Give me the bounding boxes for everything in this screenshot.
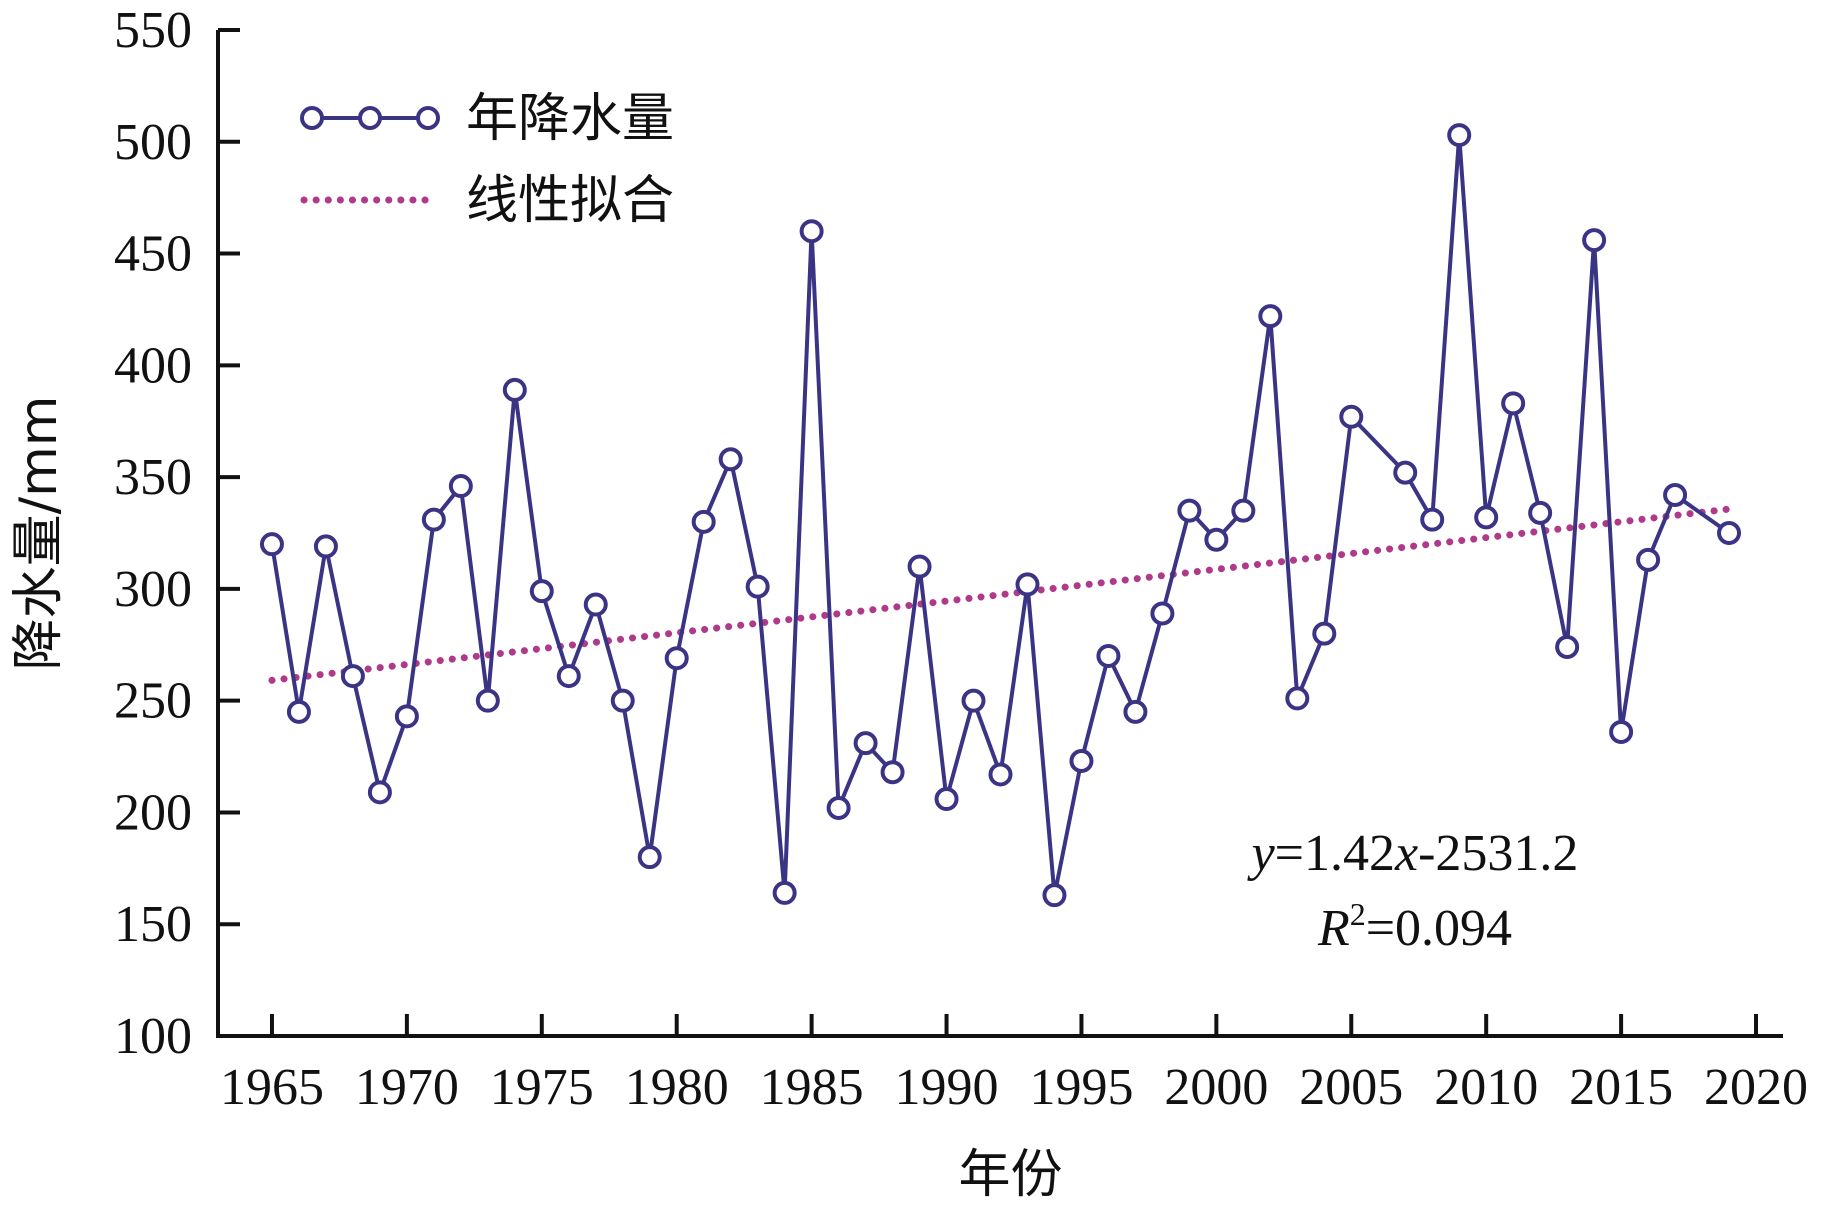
r-squared-var: R [1317,900,1350,957]
legend-series-marker [416,106,440,130]
x-tick-label: 1965 [220,1059,324,1116]
data-point [1582,228,1607,253]
data-point [421,507,446,532]
data-point [1015,572,1040,597]
y-tick-label: 100 [114,1008,192,1065]
r-squared-value: =0.094 [1366,900,1512,957]
data-point [1447,123,1472,148]
x-axis-title: 年份 [958,1145,1062,1205]
data-point [1042,883,1067,908]
data-point [1609,719,1634,744]
x-tick-label: 2000 [1164,1059,1268,1116]
data-point [664,646,689,671]
data-point [718,447,743,472]
data-point [286,699,311,724]
equation-text: y=1.42x-2531.2 [1247,825,1579,882]
legend-label-linear-fit: 线性拟合 [466,171,674,231]
x-tick-label: 1970 [355,1059,459,1116]
data-point [502,377,527,402]
data-point [988,762,1013,787]
data-point [448,474,473,499]
equation-intercept: -2531.2 [1418,825,1578,882]
data-point [259,532,284,557]
x-tick-label: 1995 [1029,1059,1133,1116]
data-point [1474,505,1499,530]
data-point [313,534,338,559]
y-tick-label: 150 [114,896,192,953]
data-point [826,795,851,820]
data-point [1393,460,1418,485]
axes: 100 150 200 250 300 350 400 450 500 550 1965 1970 19… [9,2,1808,1205]
data-point [1231,498,1256,523]
data-point [853,731,878,756]
data-point [1312,621,1337,646]
legend-label-precipitation: 年降水量 [466,89,674,149]
data-point [1069,749,1094,774]
trend-line [268,505,1733,684]
data-point [1123,699,1148,724]
x-tick-label: 1985 [760,1059,864,1116]
data-point [1717,521,1742,545]
data-point [529,579,554,604]
equation-x-var: x [1394,825,1418,882]
data-point [691,509,716,534]
data-point [745,574,770,599]
legend-series-marker [300,106,324,130]
data-point [1258,304,1283,329]
data-point [1555,635,1580,660]
x-tick-label: 1975 [490,1059,594,1116]
series-layer [259,123,1742,908]
y-tick-label: 200 [114,784,192,841]
y-tick-label: 450 [114,226,192,283]
y-tick-label: 550 [114,2,192,59]
data-point [1501,391,1526,416]
trend-line-layer [268,505,1733,684]
data-point [1663,482,1688,507]
data-point [934,787,959,812]
data-point [475,688,500,713]
x-tick-label: 2015 [1569,1059,1673,1116]
data-point [1150,601,1175,626]
data-point [367,780,392,805]
data-point [637,845,662,870]
y-tick-label: 500 [114,114,192,171]
y-tick-label: 400 [114,337,192,394]
data-point [880,760,905,785]
legend-series-marker [358,106,382,130]
data-point [1177,498,1202,523]
y-tick-label: 300 [114,561,192,618]
equation-y-var: y [1247,825,1276,882]
x-tick-label: 2010 [1434,1059,1538,1116]
data-point [1420,507,1445,532]
y-tick-label: 250 [114,673,192,730]
x-tick-label: 1990 [895,1059,999,1116]
equation-slope: =1.42 [1275,825,1395,882]
data-point [907,554,932,579]
y-tick-label: 350 [114,449,192,506]
r-squared-text: R2=0.094 [1317,896,1512,957]
data-point [556,664,581,689]
data-point [1339,404,1364,429]
data-point [1204,527,1229,552]
data-point [340,664,365,689]
x-tick-label: 1980 [625,1059,729,1116]
x-tick-label: 2020 [1704,1059,1808,1116]
regression-annotation: y=1.42x-2531.2 R2=0.094 [1247,825,1579,957]
data-point [583,592,608,617]
x-tick-label: 2005 [1299,1059,1403,1116]
data-point [799,219,824,244]
data-point [610,688,635,713]
y-axis-title: 降水量/mm [9,396,69,671]
data-point [1528,500,1553,525]
data-point [1096,643,1121,668]
data-point [1285,686,1310,711]
data-point [961,688,986,713]
data-point [1636,547,1661,572]
data-point [394,704,419,729]
data-point [772,880,797,905]
r-squared-exponent: 2 [1350,896,1366,932]
